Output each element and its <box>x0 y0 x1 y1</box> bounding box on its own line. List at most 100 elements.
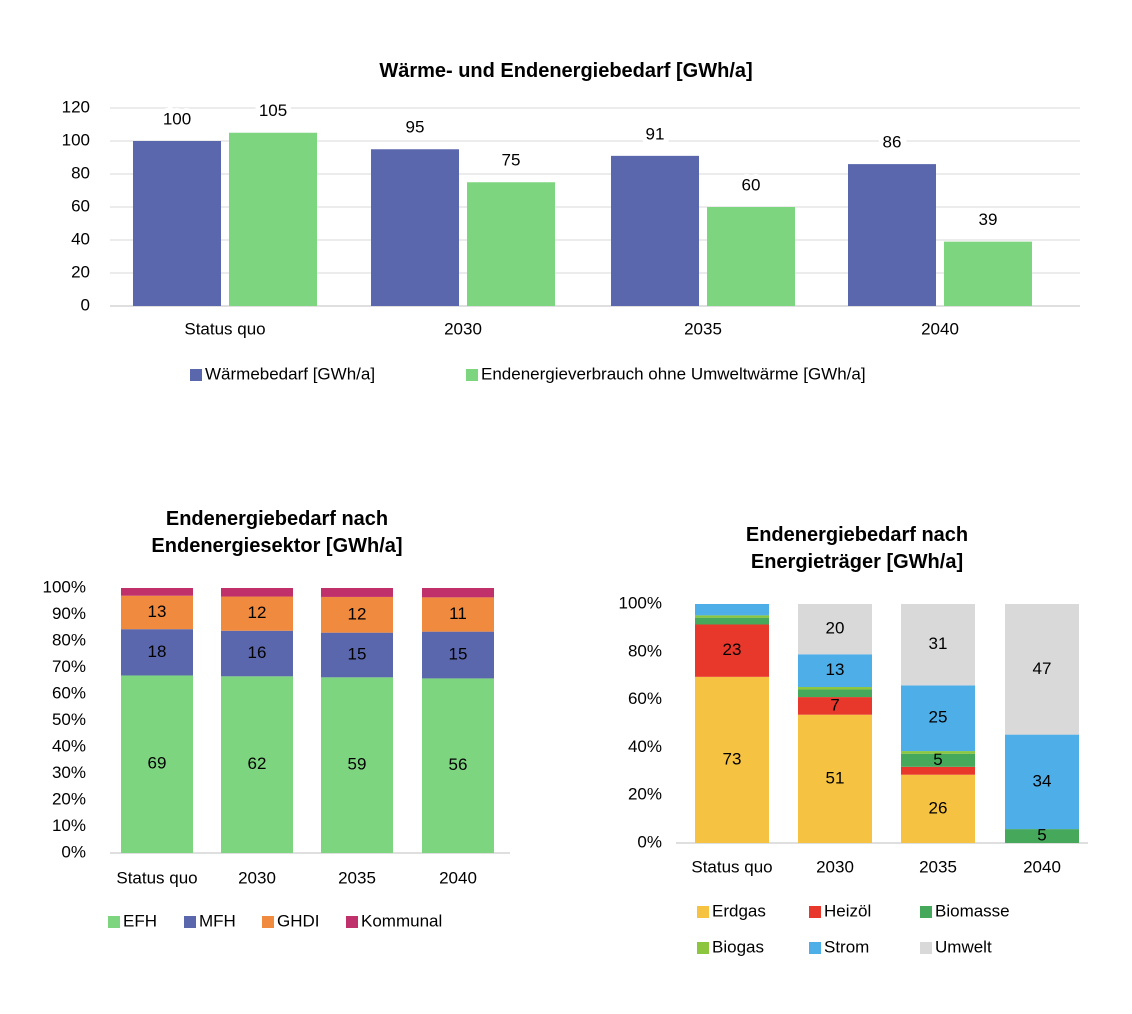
data-label: 86 <box>883 133 902 152</box>
bar-segment <box>422 631 494 679</box>
x-tick-label: Status quo <box>184 319 265 338</box>
legend-swatch <box>184 916 196 928</box>
bar-segment <box>321 632 393 678</box>
bar-segment <box>1005 604 1079 735</box>
legend-swatch <box>346 916 358 928</box>
data-label: 23 <box>723 640 742 659</box>
bar-segment <box>901 753 975 767</box>
bar <box>133 141 221 306</box>
y-tick-label: 120 <box>62 97 90 116</box>
bar <box>229 132 317 306</box>
legend-label: Biomasse <box>935 901 1010 920</box>
legend-label: Umwelt <box>935 937 992 956</box>
bar-segment <box>695 604 769 616</box>
bar-segment <box>798 697 872 715</box>
data-label: 12 <box>348 604 367 623</box>
bar-segment <box>798 689 872 698</box>
y-tick-label: 80% <box>628 641 662 660</box>
bar-segment <box>221 630 293 677</box>
legend-label: EFH <box>123 911 157 930</box>
y-tick-label: 10% <box>52 816 86 835</box>
bar-segment <box>798 687 872 690</box>
y-tick-label: 60% <box>628 689 662 708</box>
data-label: 75 <box>502 151 521 170</box>
data-label: 69 <box>148 754 167 773</box>
data-label: 16 <box>248 643 267 662</box>
data-label: 20 <box>826 619 845 638</box>
data-label: 56 <box>449 755 468 774</box>
y-tick-label: 40 <box>71 229 90 248</box>
bar-segment <box>695 624 769 677</box>
x-tick-label: 2030 <box>238 868 276 887</box>
legend-swatch <box>697 906 709 918</box>
data-label: 62 <box>248 754 267 773</box>
y-tick-label: 100% <box>43 577 86 596</box>
data-label: 39 <box>979 210 998 229</box>
x-tick-label: 2030 <box>444 319 482 338</box>
data-label: 31 <box>929 634 948 653</box>
bar-segment <box>422 588 494 598</box>
legend-swatch <box>697 942 709 954</box>
data-label: 34 <box>1033 771 1052 790</box>
x-tick-label: 2030 <box>816 857 854 876</box>
bar <box>611 155 699 306</box>
legend-swatch <box>809 906 821 918</box>
x-tick-label: 2040 <box>1023 857 1061 876</box>
data-label: 100 <box>163 109 191 128</box>
bar-segment <box>422 678 494 853</box>
legend-swatch <box>466 369 478 381</box>
bar-segment <box>901 774 975 843</box>
legend-swatch <box>262 916 274 928</box>
legend-swatch <box>920 906 932 918</box>
y-tick-label: 20 <box>71 262 90 281</box>
legend-swatch <box>190 369 202 381</box>
y-tick-label: 80% <box>52 630 86 649</box>
bar-segment <box>221 676 293 853</box>
y-tick-label: 30% <box>52 763 86 782</box>
bar <box>944 241 1032 306</box>
bar-segment <box>121 588 193 596</box>
bar-segment <box>321 677 393 853</box>
bar <box>707 207 795 306</box>
bar-segment <box>1005 734 1079 830</box>
data-label: 15 <box>449 645 468 664</box>
x-tick-label: Status quo <box>691 857 772 876</box>
data-label: 51 <box>826 768 845 787</box>
legend-label: MFH <box>199 911 236 930</box>
data-label: 18 <box>148 642 167 661</box>
bar <box>848 164 936 306</box>
y-tick-label: 60 <box>71 196 90 215</box>
bar-segment <box>422 597 494 632</box>
y-tick-label: 100% <box>619 593 662 612</box>
bar-segment <box>1005 829 1079 843</box>
bar-segment <box>695 617 769 625</box>
data-label: 25 <box>929 708 948 727</box>
data-label: 5 <box>1037 826 1046 845</box>
y-tick-label: 90% <box>52 604 86 623</box>
data-label: 15 <box>348 644 367 663</box>
x-tick-label: 2035 <box>919 857 957 876</box>
data-label: 47 <box>1033 659 1052 678</box>
legend-label: GHDI <box>277 911 320 930</box>
y-tick-label: 0 <box>81 295 90 314</box>
legend-label: Heizöl <box>824 901 871 920</box>
data-label: 26 <box>929 798 948 817</box>
y-tick-label: 40% <box>628 737 662 756</box>
y-tick-label: 40% <box>52 736 86 755</box>
y-tick-label: 70% <box>52 657 86 676</box>
bar-segment <box>221 588 293 597</box>
bar-segment <box>798 654 872 688</box>
bar-segment <box>695 676 769 843</box>
legend-swatch <box>809 942 821 954</box>
data-label: 73 <box>723 749 742 768</box>
y-tick-label: 60% <box>52 683 86 702</box>
data-label: 60 <box>742 175 761 194</box>
bar-segment <box>798 714 872 843</box>
data-label: 5 <box>933 750 942 769</box>
bar-segment <box>321 588 393 597</box>
legend-label: Strom <box>824 937 869 956</box>
bar-segment <box>121 629 193 676</box>
y-tick-label: 50% <box>52 710 86 729</box>
